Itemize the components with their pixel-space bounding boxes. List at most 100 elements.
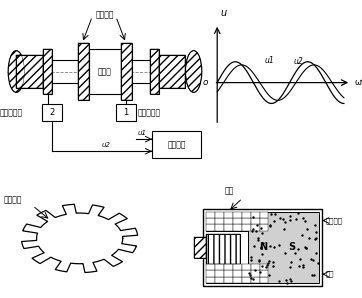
Text: 齿形圆盘: 齿形圆盘 bbox=[4, 195, 22, 204]
Point bbox=[302, 245, 308, 249]
Point bbox=[304, 226, 310, 231]
Bar bbox=[152, 131, 201, 158]
Bar bbox=[206, 264, 269, 283]
Text: u2: u2 bbox=[293, 57, 303, 66]
Text: u1: u1 bbox=[264, 56, 274, 65]
Bar bbox=[203, 209, 322, 286]
Point bbox=[294, 217, 299, 222]
Point bbox=[277, 216, 283, 221]
Point bbox=[264, 264, 269, 269]
Point bbox=[308, 257, 314, 261]
Bar bbox=[251, 224, 260, 231]
Point bbox=[266, 258, 272, 263]
Point bbox=[259, 252, 265, 256]
Bar bbox=[224, 270, 233, 277]
Bar bbox=[233, 218, 242, 224]
Point bbox=[250, 214, 256, 219]
Ellipse shape bbox=[185, 51, 202, 92]
Bar bbox=[242, 277, 251, 283]
Bar bbox=[224, 264, 233, 270]
Bar bbox=[233, 224, 242, 231]
Bar bbox=[224, 218, 233, 224]
Bar bbox=[248, 212, 319, 283]
Point bbox=[281, 227, 287, 232]
Point bbox=[264, 263, 270, 268]
Text: S: S bbox=[288, 242, 295, 252]
Bar bbox=[251, 277, 260, 283]
Point bbox=[253, 229, 259, 233]
Bar bbox=[42, 104, 62, 121]
Bar bbox=[260, 218, 269, 224]
Bar bbox=[233, 264, 242, 270]
Text: 1: 1 bbox=[123, 108, 129, 117]
Text: 磁电传感器: 磁电传感器 bbox=[0, 108, 23, 117]
Point bbox=[299, 233, 305, 238]
Bar bbox=[150, 49, 159, 94]
Point bbox=[288, 278, 294, 283]
Bar bbox=[233, 270, 242, 277]
Point bbox=[302, 218, 308, 223]
Bar bbox=[194, 237, 206, 258]
Text: u1: u1 bbox=[138, 130, 147, 136]
Bar bbox=[206, 234, 240, 264]
Point bbox=[280, 217, 286, 221]
Text: 磁电传感器: 磁电传感器 bbox=[138, 108, 161, 117]
Bar bbox=[206, 277, 215, 283]
Point bbox=[249, 229, 255, 233]
Bar bbox=[215, 277, 224, 283]
Point bbox=[296, 263, 302, 268]
Point bbox=[287, 264, 293, 269]
Point bbox=[255, 235, 261, 240]
Point bbox=[272, 219, 277, 224]
Bar bbox=[194, 237, 206, 258]
Bar bbox=[251, 218, 260, 224]
Bar bbox=[260, 270, 269, 277]
Text: 2: 2 bbox=[49, 108, 54, 117]
Bar bbox=[233, 212, 242, 218]
Point bbox=[251, 277, 256, 282]
Point bbox=[313, 230, 319, 235]
Point bbox=[267, 243, 273, 248]
Point bbox=[303, 246, 308, 251]
Point bbox=[247, 272, 252, 277]
Ellipse shape bbox=[8, 51, 24, 92]
Text: 铁芯: 铁芯 bbox=[326, 271, 334, 277]
Point bbox=[306, 235, 312, 240]
Text: u: u bbox=[221, 8, 227, 18]
Bar bbox=[159, 55, 185, 88]
Bar bbox=[206, 234, 240, 264]
Bar bbox=[215, 224, 224, 231]
Point bbox=[245, 270, 251, 275]
Point bbox=[309, 273, 315, 278]
Bar bbox=[260, 277, 269, 283]
Point bbox=[300, 263, 306, 268]
Bar bbox=[43, 49, 52, 94]
Point bbox=[282, 250, 288, 255]
Point bbox=[258, 244, 264, 249]
Text: 线圈: 线圈 bbox=[224, 186, 233, 195]
Point bbox=[315, 261, 320, 266]
Point bbox=[271, 244, 277, 249]
Point bbox=[300, 265, 306, 270]
Bar bbox=[242, 224, 251, 231]
Point bbox=[252, 267, 258, 272]
Bar bbox=[242, 270, 251, 277]
Bar bbox=[224, 224, 233, 231]
Point bbox=[256, 257, 262, 262]
Point bbox=[283, 278, 289, 283]
Text: u2: u2 bbox=[101, 142, 110, 148]
Point bbox=[284, 280, 290, 285]
Text: 齿形圆盘: 齿形圆盘 bbox=[96, 10, 114, 19]
Point bbox=[287, 213, 293, 218]
Bar bbox=[206, 224, 215, 231]
Bar bbox=[121, 43, 132, 100]
Bar bbox=[16, 55, 43, 88]
Bar bbox=[206, 264, 215, 270]
Point bbox=[270, 264, 276, 268]
Bar bbox=[206, 218, 215, 224]
Bar bbox=[233, 277, 242, 283]
Bar bbox=[215, 218, 224, 224]
Point bbox=[256, 258, 262, 263]
Point bbox=[310, 257, 316, 262]
Point bbox=[258, 226, 264, 230]
